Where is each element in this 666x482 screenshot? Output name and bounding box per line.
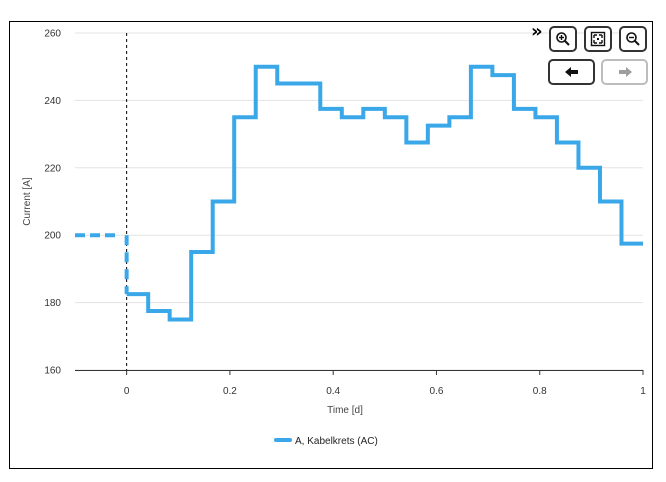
legend-label: A, Kabelkrets (AC) <box>295 436 378 447</box>
history-series <box>75 233 129 295</box>
x-tick-label: 1 <box>640 386 646 397</box>
series-lines <box>126 64 643 322</box>
x-tick-label: 0.2 <box>223 386 237 397</box>
y-axis-ticks: 160 180 200 220 240 260 <box>44 29 61 377</box>
x-tick-label: 0.4 <box>326 386 340 397</box>
y-tick-label: 260 <box>44 29 61 40</box>
x-axis-label: Time [d] <box>327 405 363 416</box>
y-tick-label: 160 <box>44 366 61 377</box>
arrow-left-icon <box>564 67 578 77</box>
zoom-in-button[interactable] <box>549 26 577 52</box>
zoom-fit-icon <box>590 31 606 47</box>
forward-button[interactable] <box>601 59 648 85</box>
y-tick-label: 180 <box>44 298 61 309</box>
y-axis-label: Current [A] <box>22 177 33 226</box>
zoom-fit-button[interactable] <box>584 26 612 52</box>
x-tick-label: 0.6 <box>430 386 444 397</box>
back-button[interactable] <box>548 59 595 85</box>
y-tick-label: 220 <box>44 163 61 174</box>
series-line-a-kabelkrets[interactable] <box>126 64 643 322</box>
legend[interactable]: A, Kabelkrets (AC) <box>274 436 378 447</box>
zoom-in-icon <box>556 32 570 46</box>
double-chevron-right-icon[interactable]: » <box>531 21 543 42</box>
x-tick-label: 0 <box>124 386 130 397</box>
x-tick-label: 0.8 <box>533 386 547 397</box>
y-tick-label: 200 <box>44 231 61 242</box>
arrow-right-icon <box>618 67 632 77</box>
chart-frame <box>9 21 653 469</box>
y-tick-label: 240 <box>44 96 61 107</box>
zoom-out-icon <box>626 32 640 46</box>
x-axis-ticks: 0 0.2 0.4 0.6 0.8 1 <box>124 370 646 397</box>
zoom-out-button[interactable] <box>619 26 647 52</box>
